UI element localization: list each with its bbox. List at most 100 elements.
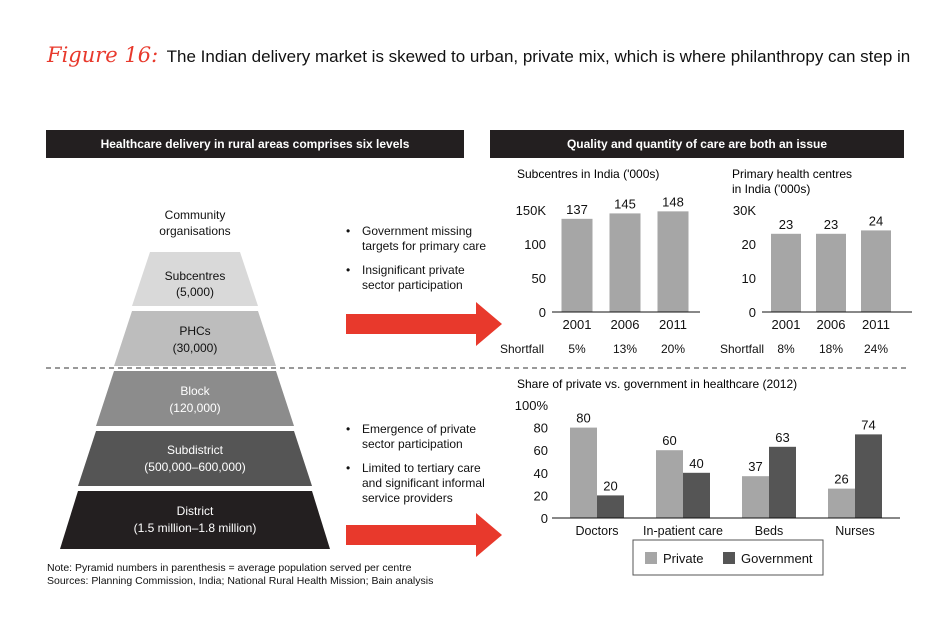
pyramid-level-district <box>60 491 330 549</box>
bullet-line: service providers <box>362 491 453 505</box>
x-tick-label: 2006 <box>817 317 846 332</box>
x-tick-label: 2011 <box>659 317 687 332</box>
y-tick-label: 150K <box>516 203 547 218</box>
legend-label: Private <box>663 551 703 566</box>
y-tick-label: 0 <box>541 511 548 526</box>
y-tick-label: 40 <box>534 466 548 481</box>
bar-value-label: 24 <box>869 213 883 228</box>
arrow-top <box>346 302 502 346</box>
x-tick-label: Nurses <box>835 524 875 538</box>
y-tick-label: 0 <box>539 305 546 320</box>
shortfall-label: Shortfall <box>500 342 544 356</box>
bar-value-label: 23 <box>824 217 838 232</box>
x-tick-label: 2006 <box>611 317 640 332</box>
y-tick-label: 50 <box>532 271 546 286</box>
shortfall-label: Shortfall <box>720 342 764 356</box>
legend-label: Government <box>741 551 813 566</box>
bar <box>570 427 597 518</box>
bar <box>769 446 796 518</box>
bullet-line: targets for primary care <box>362 239 487 253</box>
chart-subcentres: Subcentres in India ('000s) 0 50 100 150K 13… <box>500 167 700 356</box>
bullet-line: Government missing <box>362 224 473 238</box>
bar-value-label: 26 <box>834 472 848 487</box>
arrow-bottom <box>346 513 502 557</box>
bar-value-label: 23 <box>779 217 793 232</box>
shortfall-value: 8% <box>777 342 795 356</box>
x-tick-label: In-patient care <box>643 524 723 538</box>
pyramid-label: Subcentres <box>165 269 226 283</box>
shortfall-value: 5% <box>568 342 586 356</box>
bar <box>828 488 855 518</box>
bar <box>656 450 683 518</box>
bullet-line: Insignificant private <box>362 263 465 277</box>
bar-value-label: 148 <box>662 194 684 209</box>
bar <box>609 213 641 312</box>
pyramid-label: Community <box>165 208 226 222</box>
chart-title: Subcentres in India ('000s) <box>517 167 659 181</box>
chart-private-vs-government: Share of private vs. government in healt… <box>515 377 900 576</box>
bar <box>742 476 769 518</box>
bullet-dot-icon: • <box>346 422 351 436</box>
shortfall-value: 20% <box>661 342 685 356</box>
shortfall-value: 24% <box>864 342 888 356</box>
bar <box>597 495 624 518</box>
x-tick-label: Beds <box>755 524 784 538</box>
bar-value-label: 20 <box>603 478 617 493</box>
shortfall-value: 18% <box>819 342 843 356</box>
bar <box>657 211 689 312</box>
pyramid-level-block <box>96 371 294 426</box>
y-tick-label: 20 <box>742 237 756 252</box>
bullet-line: sector participation <box>362 437 463 451</box>
x-tick-label: 2011 <box>862 317 890 332</box>
y-tick-label: 0 <box>749 305 756 320</box>
bar <box>561 218 593 312</box>
bar <box>816 233 846 312</box>
y-tick-label: 10 <box>742 271 756 286</box>
right-banner: Quality and quantity of care are both an… <box>490 130 904 158</box>
bullet-line: Emergence of private <box>362 422 477 436</box>
pyramid-level-phcs <box>114 311 276 366</box>
bullet-item: • Limited to tertiary care and significa… <box>346 461 506 506</box>
y-tick-label: 30K <box>733 203 756 218</box>
figure-label: Figure 16: <box>47 43 159 67</box>
y-tick-label: 20 <box>534 488 548 503</box>
legend-swatch <box>645 552 657 564</box>
pyramid-label: PHCs <box>179 324 210 338</box>
bar-value-label: 37 <box>748 459 762 474</box>
left-banner: Healthcare delivery in rural areas compr… <box>46 130 464 158</box>
bullet-line: Limited to tertiary care <box>362 461 481 475</box>
sources-text: Sources: Planning Commission, India; Nat… <box>47 575 434 587</box>
bullet-item: • Insignificant private sector participa… <box>346 263 506 293</box>
bar <box>771 233 801 312</box>
pyramid-label: (500,000–600,000) <box>144 460 245 474</box>
y-tick-label: 80 <box>534 421 548 436</box>
bar-value-label: 63 <box>775 430 789 445</box>
bullet-dot-icon: • <box>346 461 351 475</box>
bullet-item: • Emergence of private sector participat… <box>346 422 506 452</box>
bar-value-label: 60 <box>662 433 676 448</box>
bar-value-label: 74 <box>861 417 875 432</box>
chart-title: Share of private vs. government in healt… <box>517 377 797 391</box>
y-tick-label: 60 <box>534 443 548 458</box>
bullet-line: and significant informal <box>362 476 485 490</box>
chart-phcs: Primary health centres in India ('000s) … <box>720 167 912 356</box>
bar-value-label: 40 <box>689 456 703 471</box>
bar-value-label: 145 <box>614 196 636 211</box>
bullet-list-bottom: • Emergence of private sector participat… <box>346 422 506 506</box>
shortfall-value: 13% <box>613 342 637 356</box>
pyramid-label: (30,000) <box>173 341 218 355</box>
pyramid-level-community <box>150 190 240 248</box>
pyramid-label: Subdistrict <box>167 443 224 457</box>
x-tick-label: 2001 <box>563 317 592 332</box>
figure-title: Figure 16: The Indian delivery market is… <box>47 42 927 70</box>
bullet-dot-icon: • <box>346 263 351 277</box>
pyramid-level-subcentres <box>132 252 258 306</box>
pyramid-level-subdistrict <box>78 431 312 486</box>
bar <box>861 230 891 312</box>
bullet-line: sector participation <box>362 278 463 292</box>
bullet-list-top: • Government missing targets for primary… <box>346 224 506 293</box>
y-tick-label: 100% <box>515 398 549 413</box>
bar-value-label: 80 <box>576 411 590 426</box>
note-text: Note: Pyramid numbers in parenthesis = a… <box>47 562 412 574</box>
